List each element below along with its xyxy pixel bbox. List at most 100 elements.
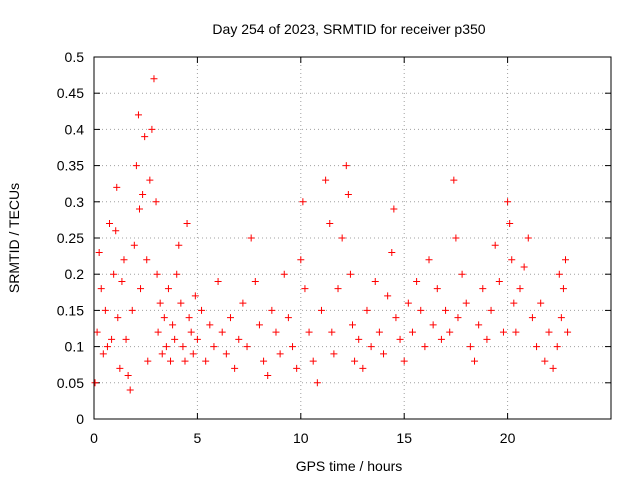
y-tick-label: 0.2 [65, 266, 85, 282]
data-point [171, 335, 179, 343]
data-point [187, 328, 195, 336]
x-tick-label: 20 [500, 430, 516, 446]
data-point [160, 314, 168, 322]
data-point [553, 343, 561, 351]
data-point [113, 183, 121, 191]
data-point [222, 350, 230, 358]
data-point [280, 270, 288, 278]
data-point [413, 277, 421, 285]
data-point [91, 379, 99, 387]
data-point [309, 357, 317, 365]
data-point [260, 357, 268, 365]
data-point [475, 321, 483, 329]
data-point [272, 328, 280, 336]
data-point [504, 198, 512, 206]
data-point [437, 335, 445, 343]
data-point [562, 256, 570, 264]
data-point [491, 241, 499, 249]
data-point [185, 314, 193, 322]
data-point [153, 270, 161, 278]
data-point [317, 306, 325, 314]
data-point [183, 220, 191, 228]
data-point [167, 357, 175, 365]
x-axis-label: GPS time / hours [296, 458, 403, 474]
data-point [557, 314, 565, 322]
data-point [124, 372, 132, 380]
data-point [198, 306, 206, 314]
data-point [193, 335, 201, 343]
data-point [97, 285, 105, 293]
data-point [299, 198, 307, 206]
data-point [446, 328, 454, 336]
x-tick-label: 15 [396, 430, 412, 446]
data-point [351, 357, 359, 365]
data-point [313, 379, 321, 387]
data-point [284, 314, 292, 322]
data-point [114, 314, 122, 322]
data-point [264, 372, 272, 380]
data-point [344, 191, 352, 199]
x-tick-label: 0 [90, 430, 98, 446]
data-point [322, 176, 330, 184]
data-point [122, 335, 130, 343]
data-point [458, 270, 466, 278]
data-point [214, 277, 222, 285]
data-point [371, 277, 379, 285]
data-point [367, 343, 375, 351]
data-point [175, 241, 183, 249]
y-tick-label: 0.15 [57, 302, 84, 318]
data-point [471, 357, 479, 365]
data-point [479, 285, 487, 293]
data-point [499, 328, 507, 336]
data-point [450, 176, 458, 184]
data-point [330, 350, 338, 358]
data-point [103, 343, 111, 351]
data-point [425, 256, 433, 264]
y-tick-label: 0.5 [65, 49, 85, 65]
data-point [106, 220, 114, 228]
chart-title: Day 254 of 2023, SRMTID for receiver p35… [212, 21, 485, 37]
data-point [462, 299, 470, 307]
data-point [495, 277, 503, 285]
data-point [512, 328, 520, 336]
data-point [210, 343, 218, 351]
data-point [466, 343, 474, 351]
data-point [388, 248, 396, 256]
y-axis-label: SRMTID / TECUs [6, 183, 22, 293]
data-point [392, 314, 400, 322]
x-tick-label: 10 [293, 430, 309, 446]
data-point [101, 306, 109, 314]
data-point [380, 350, 388, 358]
data-point [235, 335, 243, 343]
data-point [181, 357, 189, 365]
data-point [506, 220, 514, 228]
data-point [128, 306, 136, 314]
data-point [108, 335, 116, 343]
data-point [146, 176, 154, 184]
data-point [363, 306, 371, 314]
data-point [289, 343, 297, 351]
data-point [268, 306, 276, 314]
data-point [255, 321, 263, 329]
x-tick-label: 5 [194, 430, 202, 446]
data-point [179, 343, 187, 351]
point-layer [91, 75, 572, 394]
data-point [375, 328, 383, 336]
data-point [95, 248, 103, 256]
data-point [528, 314, 536, 322]
data-point [112, 227, 120, 235]
data-point [559, 285, 567, 293]
data-point [99, 350, 107, 358]
y-tick-label: 0.4 [65, 121, 85, 137]
data-point [545, 328, 553, 336]
data-point [328, 328, 336, 336]
data-point [93, 328, 101, 336]
data-point [139, 191, 147, 199]
grid-layer [94, 57, 611, 419]
data-point [297, 256, 305, 264]
data-point [433, 285, 441, 293]
data-point [390, 205, 398, 213]
data-point [355, 335, 363, 343]
